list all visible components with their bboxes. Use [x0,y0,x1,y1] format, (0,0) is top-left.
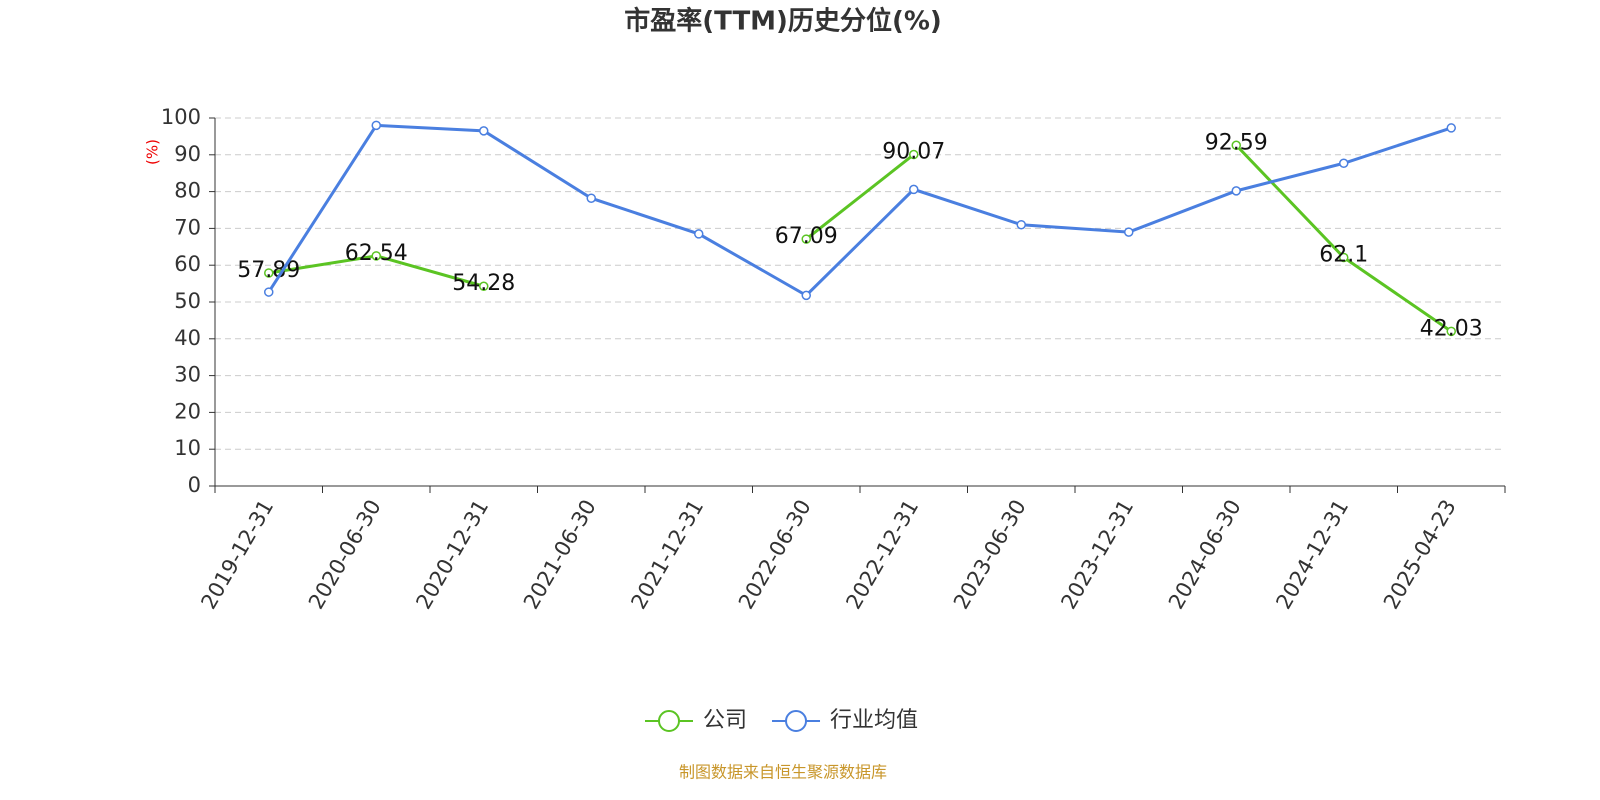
x-tick-label: 2025-04-23 [1379,496,1461,614]
x-tick-label: 2019-12-31 [196,496,278,614]
y-tick-label: 30 [174,363,201,387]
x-tick-label: 2024-06-30 [1164,496,1246,614]
x-tick-label: 2021-12-31 [626,496,708,614]
legend-label: 行业均值 [830,708,918,733]
x-tick-label: 2020-12-31 [411,496,493,614]
chart-title: 市盈率(TTM)历史分位(%) [624,6,942,37]
series-line [267,123,1452,298]
point [694,229,704,239]
point [1446,123,1456,133]
point [371,120,381,131]
data-label: 62.54 [345,241,408,266]
point [264,287,274,297]
point [909,184,919,195]
point [1339,158,1349,169]
legend-label: 公司 [703,708,747,733]
x-tick-label: 2024-12-31 [1271,496,1353,614]
legend-marker [658,710,680,732]
point [1016,219,1026,230]
data-label: 67.09 [775,224,838,249]
point [801,290,811,301]
y-tick-label: 0 [188,473,201,497]
data-label: 92.59 [1205,130,1268,155]
y-axis-label: (%) [144,139,162,165]
point [909,149,919,160]
point [479,281,489,291]
point [479,126,489,136]
point [371,251,381,261]
data-label: 57.89 [237,258,300,283]
y-tick-label: 10 [174,436,201,460]
y-tick-label: 60 [174,252,201,276]
x-tick-label: 2023-12-31 [1056,496,1138,614]
x-tick-label: 2020-06-30 [304,496,386,614]
data-label: 42.03 [1420,316,1483,341]
point [801,234,811,244]
point [1446,326,1456,337]
data-label: 54.28 [452,271,515,296]
legend-marker [785,710,808,732]
point [1339,252,1349,263]
y-tick-label: 80 [174,179,201,203]
point [1231,140,1241,151]
y-tick-label: 20 [174,399,201,423]
x-tick-label: 2021-06-30 [519,496,601,614]
point [1124,227,1134,237]
y-tick-label: 100 [161,105,201,129]
data-label: 90.07 [882,140,945,165]
y-tick-label: 70 [174,215,201,239]
source-note: 制图数据来自恒生聚源数据库 [679,763,887,782]
point [586,193,596,203]
y-tick-label: 50 [174,289,201,313]
y-tick-label: 90 [174,142,201,166]
x-tick-label: 2023-06-30 [949,496,1031,614]
y-tick-label: 40 [174,326,201,350]
x-tick-label: 2022-12-31 [841,496,923,614]
series-line [268,144,1453,333]
x-tick-label: 2022-06-30 [734,496,816,614]
point [264,268,274,278]
point [1231,186,1241,196]
data-label: 62.1 [1319,242,1368,267]
